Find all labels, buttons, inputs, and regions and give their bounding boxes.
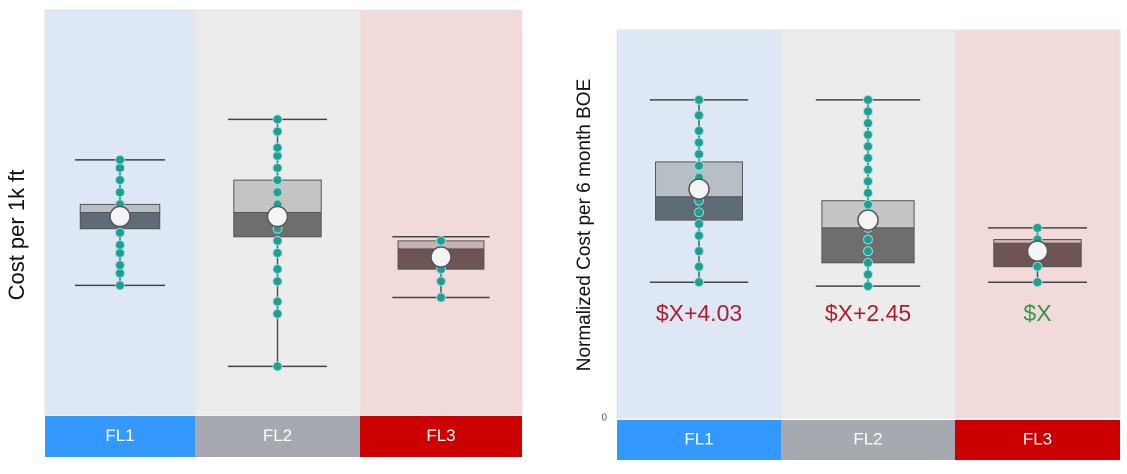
data-point (115, 260, 125, 271)
category-label: FL3 (1023, 429, 1052, 448)
data-point (1032, 277, 1043, 288)
y-axis-label: Cost per 1k ft (4, 170, 29, 301)
data-point (436, 235, 446, 246)
data-point (694, 125, 704, 136)
data-point (272, 308, 283, 319)
category-label-bg (360, 416, 522, 457)
annotation: $X+2.45 (825, 300, 911, 326)
data-point (863, 281, 873, 292)
data-point (863, 94, 873, 105)
data-point (272, 361, 283, 372)
category-label-bg (955, 420, 1120, 460)
category-label-bg (781, 420, 955, 460)
data-point (863, 199, 873, 210)
data-point (694, 261, 704, 272)
data-point (694, 94, 704, 105)
data-point (694, 149, 704, 160)
data-point (272, 276, 283, 287)
mean-marker (430, 246, 452, 268)
annotation: $X (1023, 300, 1051, 326)
data-point (115, 227, 125, 238)
data-point (1032, 261, 1043, 272)
data-point (272, 296, 283, 307)
data-point (272, 187, 283, 198)
data-point (436, 276, 446, 287)
data-point (863, 234, 873, 245)
data-point (436, 292, 446, 303)
data-point (863, 106, 873, 117)
data-point (272, 126, 283, 137)
mean-marker (857, 209, 879, 231)
data-point (863, 246, 873, 257)
data-point (863, 176, 873, 187)
data-point (272, 248, 283, 258)
mean-marker (109, 205, 131, 228)
category-label: FL1 (684, 429, 713, 448)
category-label-bg (45, 416, 195, 457)
y-axis-label: Normalized Cost per 6 month BOE (574, 79, 595, 372)
data-point (863, 118, 873, 129)
data-point (863, 141, 873, 152)
data-point (115, 187, 125, 198)
category-label-bg (617, 420, 781, 460)
data-point (863, 129, 873, 140)
data-point (863, 164, 873, 175)
y-tick-label: 0 (601, 413, 607, 424)
box-lower (821, 227, 915, 264)
data-point (272, 175, 283, 186)
category-label: FL2 (263, 426, 292, 445)
data-point (863, 187, 873, 198)
data-point (863, 153, 873, 164)
data-point (694, 137, 704, 148)
data-point (272, 114, 283, 125)
category-label-bg (195, 416, 360, 457)
category-band (359, 9, 523, 416)
data-point (272, 264, 283, 275)
annotation: $X+4.03 (656, 300, 742, 326)
data-point (115, 175, 125, 186)
mean-marker (266, 205, 289, 228)
data-point (694, 207, 704, 218)
mean-marker (688, 178, 710, 200)
data-point (115, 154, 125, 165)
data-point (694, 230, 704, 241)
data-point (694, 160, 704, 171)
data-point (272, 162, 283, 173)
data-point (272, 142, 283, 153)
data-point (694, 219, 704, 229)
category-label: FL1 (105, 426, 134, 445)
data-point (272, 235, 283, 246)
mean-marker (1026, 240, 1049, 262)
data-point (1032, 222, 1043, 233)
data-point (115, 239, 125, 250)
data-point (863, 269, 873, 280)
data-point (115, 280, 125, 291)
data-point (694, 110, 704, 121)
category-label: FL3 (426, 426, 455, 445)
data-point (694, 277, 704, 288)
data-point (694, 246, 704, 257)
data-point (863, 257, 873, 268)
category-label: FL2 (853, 429, 882, 448)
